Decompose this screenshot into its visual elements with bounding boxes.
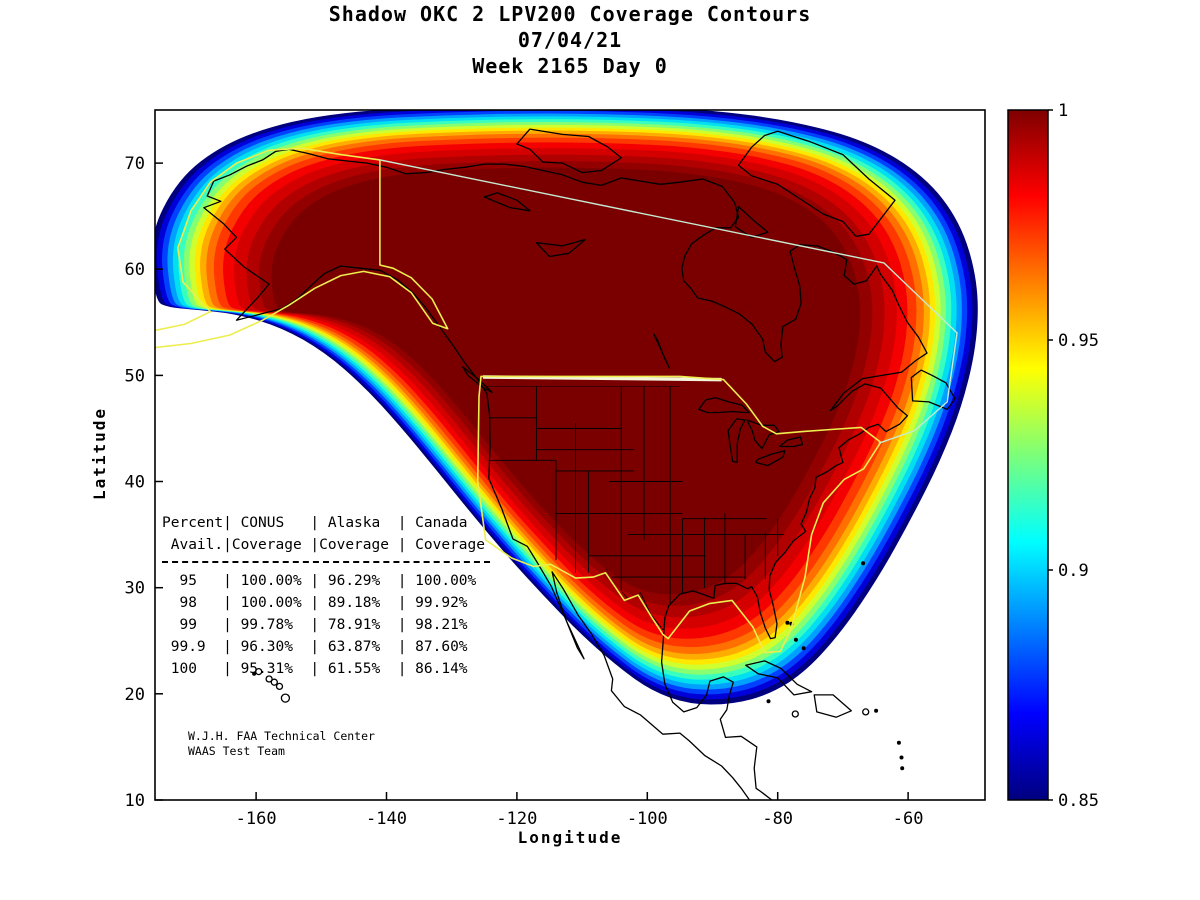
table-row: 99 | 99.78% | 78.91% | 98.21%	[162, 617, 468, 633]
attribution-line-1: W.J.H. FAA Technical Center	[188, 729, 375, 743]
attribution-text: W.J.H. FAA Technical Center WAAS Test Te…	[188, 729, 375, 759]
y-tick-label: 40	[125, 473, 145, 493]
y-tick-label: 70	[125, 154, 145, 174]
colorbar-tick-label: 0.95	[1058, 331, 1099, 351]
y-tick-label: 30	[125, 579, 145, 599]
coastlines	[203, 128, 956, 800]
axis-ticks: -160 -140 -120 -100 -80 -60 10 20 30 40 50 60 70	[125, 154, 924, 829]
y-axis-label: Latitude	[90, 406, 109, 500]
y-tick-label: 60	[125, 260, 145, 280]
y-tick-label: 20	[125, 685, 145, 705]
x-axis-label: Longitude	[517, 828, 623, 847]
x-tick-label: -60	[893, 809, 924, 829]
x-tick-label: -100	[627, 809, 668, 829]
x-tick-label: -140	[366, 809, 407, 829]
table-row: 100 | 95.31% | 61.55% | 86.14%	[162, 661, 468, 677]
table-row: 99.9 | 96.30% | 63.87% | 87.60%	[162, 639, 468, 655]
coverage-statistics-table: Percent| CONUS | Alaska | Canada Avail.|…	[162, 512, 490, 680]
attribution-line-2: WAAS Test Team	[188, 744, 285, 758]
x-tick-label: -160	[236, 809, 277, 829]
y-tick-label: 10	[125, 791, 145, 811]
chart-week-day: Week 2165 Day 0	[472, 54, 668, 78]
chart-date: 07/04/21	[517, 28, 623, 52]
coverage-region-outlines	[155, 147, 958, 654]
table-separator	[162, 561, 490, 570]
y-tick-label: 50	[125, 366, 145, 386]
table-header-line: Percent| CONUS | Alaska | Canada	[162, 515, 468, 531]
colorbar-tick-label: 0.9	[1058, 561, 1089, 581]
x-tick-label: -80	[762, 809, 793, 829]
table-row: 95 | 100.00% | 96.29% | 100.00%	[162, 573, 477, 589]
x-tick-label: -120	[496, 809, 537, 829]
colorbar-tick-label: 0.85	[1058, 791, 1099, 811]
table-row: 98 | 100.00% | 89.18% | 99.92%	[162, 595, 468, 611]
colorbar-tick-label: 1	[1058, 101, 1068, 121]
plot-border	[154, 109, 986, 801]
colorbar: 1 0.95 0.9 0.85	[1007, 101, 1099, 811]
contour-bands	[155, 110, 978, 800]
table-header-line: Avail.|Coverage |Coverage | Coverage	[162, 537, 486, 553]
chart-title: Shadow OKC 2 LPV200 Coverage Contours	[328, 2, 812, 26]
